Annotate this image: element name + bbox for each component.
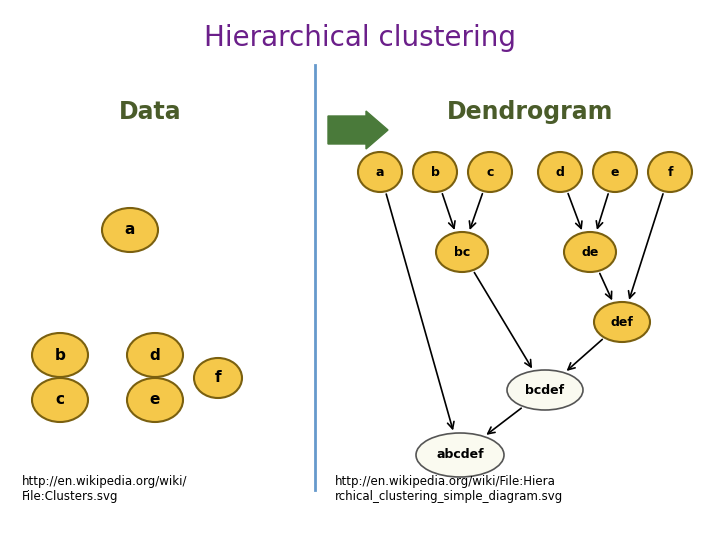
Ellipse shape [127, 333, 183, 377]
Text: c: c [486, 165, 494, 179]
Text: bc: bc [454, 246, 470, 259]
Ellipse shape [416, 433, 504, 477]
Text: c: c [55, 393, 65, 408]
Text: a: a [376, 165, 384, 179]
Ellipse shape [468, 152, 512, 192]
Ellipse shape [436, 232, 488, 272]
Ellipse shape [593, 152, 637, 192]
Text: Data: Data [119, 100, 181, 124]
Text: b: b [55, 348, 66, 362]
Text: d: d [556, 165, 564, 179]
Ellipse shape [32, 378, 88, 422]
Text: Dendrogram: Dendrogram [447, 100, 613, 124]
Ellipse shape [194, 358, 242, 398]
Ellipse shape [102, 208, 158, 252]
Text: a: a [125, 222, 135, 238]
Ellipse shape [507, 370, 583, 410]
Text: e: e [611, 165, 619, 179]
Text: def: def [611, 315, 634, 328]
Ellipse shape [127, 378, 183, 422]
Ellipse shape [32, 333, 88, 377]
FancyArrow shape [328, 111, 388, 149]
Ellipse shape [594, 302, 650, 342]
Text: abcdef: abcdef [436, 449, 484, 462]
Text: d: d [150, 348, 161, 362]
Text: e: e [150, 393, 160, 408]
Text: http://en.wikipedia.org/wiki/
File:Clusters.svg: http://en.wikipedia.org/wiki/ File:Clust… [22, 475, 187, 503]
Text: b: b [431, 165, 439, 179]
Ellipse shape [358, 152, 402, 192]
Ellipse shape [413, 152, 457, 192]
Ellipse shape [564, 232, 616, 272]
Text: Hierarchical clustering: Hierarchical clustering [204, 24, 516, 52]
Text: http://en.wikipedia.org/wiki/File:Hiera
rchical_clustering_simple_diagram.svg: http://en.wikipedia.org/wiki/File:Hiera … [335, 475, 563, 503]
Ellipse shape [538, 152, 582, 192]
Text: f: f [215, 370, 221, 386]
Text: de: de [581, 246, 599, 259]
Ellipse shape [648, 152, 692, 192]
Text: bcdef: bcdef [526, 383, 564, 396]
Text: f: f [667, 165, 672, 179]
